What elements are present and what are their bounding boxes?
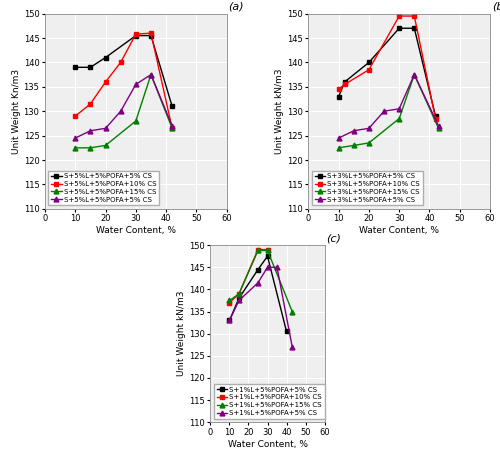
S+5%L+5%POFA+10% CS — [169, 126, 175, 131]
S+3%L+5%POFA+5% CS — [342, 79, 347, 84]
Legend: S+5%L+5%POFA+5% CS, S+5%L+5%POFA+10% CS, S+5%L+5%POFA+15% CS, S+5%L+5%POFA+5% CS: S+5%L+5%POFA+5% CS, S+5%L+5%POFA+10% CS,… — [48, 171, 159, 205]
Y-axis label: Unit Weight kN/m3: Unit Weight kN/m3 — [275, 69, 284, 154]
S+5%L+5%POFA+5% CS — [148, 33, 154, 38]
Legend: S+3%L+5%POFA+5% CS, S+3%L+5%POFA+10% CS, S+3%L+5%POFA+15% CS, S+3%L+5%POFA+5% CS: S+3%L+5%POFA+5% CS, S+3%L+5%POFA+10% CS,… — [312, 171, 422, 205]
S+5%L+5%POFA+5% CS — [102, 126, 108, 131]
S+1%L+5%POFA+5% CS — [274, 265, 280, 270]
Line: S+3%L+5%POFA+10% CS: S+3%L+5%POFA+10% CS — [336, 14, 438, 121]
S+5%L+5%POFA+5% CS — [133, 33, 139, 38]
S+5%L+5%POFA+15% CS — [148, 72, 154, 77]
S+3%L+5%POFA+5% CS — [412, 25, 418, 31]
S+5%L+5%POFA+5% CS — [102, 55, 108, 60]
S+5%L+5%POFA+5% CS — [118, 109, 124, 114]
S+1%L+5%POFA+15% CS — [236, 291, 242, 296]
S+3%L+5%POFA+5% CS — [396, 25, 402, 31]
S+1%L+5%POFA+5% CS — [255, 267, 261, 272]
Line: S+1%L+5%POFA+15% CS: S+1%L+5%POFA+15% CS — [227, 248, 294, 314]
S+3%L+5%POFA+15% CS — [412, 72, 418, 77]
S+3%L+5%POFA+5% CS — [396, 106, 402, 112]
Legend: S+1%L+5%POFA+5% CS, S+1%L+5%POFA+10% CS, S+1%L+5%POFA+15% CS, S+1%L+5%POFA+5% CS: S+1%L+5%POFA+5% CS, S+1%L+5%POFA+10% CS,… — [214, 384, 324, 419]
S+1%L+5%POFA+15% CS — [255, 248, 261, 253]
S+1%L+5%POFA+5% CS — [226, 318, 232, 323]
S+3%L+5%POFA+15% CS — [436, 126, 442, 131]
S+3%L+5%POFA+15% CS — [351, 143, 357, 148]
S+1%L+5%POFA+5% CS — [236, 296, 242, 301]
S+1%L+5%POFA+10% CS — [236, 291, 242, 296]
S+5%L+5%POFA+15% CS — [88, 145, 94, 151]
S+1%L+5%POFA+10% CS — [264, 247, 270, 252]
X-axis label: Water Content, %: Water Content, % — [228, 439, 308, 449]
S+3%L+5%POFA+15% CS — [336, 145, 342, 151]
Line: S+5%L+5%POFA+10% CS: S+5%L+5%POFA+10% CS — [73, 31, 174, 131]
S+3%L+5%POFA+10% CS — [432, 116, 438, 121]
Y-axis label: Unit Weight Kn/m3: Unit Weight Kn/m3 — [12, 69, 21, 154]
Line: S+5%L+5%POFA+5% CS: S+5%L+5%POFA+5% CS — [73, 33, 174, 109]
S+1%L+5%POFA+10% CS — [255, 247, 261, 252]
S+1%L+5%POFA+15% CS — [226, 298, 232, 303]
S+5%L+5%POFA+5% CS — [72, 135, 78, 141]
S+3%L+5%POFA+10% CS — [366, 67, 372, 73]
Y-axis label: Unit Weight kN/m3: Unit Weight kN/m3 — [177, 291, 186, 376]
S+3%L+5%POFA+5% CS — [336, 135, 342, 141]
S+5%L+5%POFA+5% CS — [169, 123, 175, 128]
Line: S+1%L+5%POFA+10% CS: S+1%L+5%POFA+10% CS — [227, 247, 270, 305]
S+1%L+5%POFA+15% CS — [289, 309, 295, 314]
Line: S+1%L+5%POFA+5% CS: S+1%L+5%POFA+5% CS — [227, 254, 289, 334]
S+5%L+5%POFA+10% CS — [118, 59, 124, 65]
S+5%L+5%POFA+15% CS — [169, 126, 175, 131]
S+5%L+5%POFA+15% CS — [102, 143, 108, 148]
S+5%L+5%POFA+15% CS — [72, 145, 78, 151]
S+3%L+5%POFA+5% CS — [381, 109, 387, 114]
S+1%L+5%POFA+5% CS — [264, 265, 270, 270]
Text: (b): (b) — [492, 2, 500, 12]
S+5%L+5%POFA+5% CS — [148, 72, 154, 77]
Line: S+5%L+5%POFA+15% CS: S+5%L+5%POFA+15% CS — [73, 72, 174, 150]
S+3%L+5%POFA+10% CS — [396, 13, 402, 19]
S+5%L+5%POFA+5% CS — [88, 64, 94, 70]
S+3%L+5%POFA+5% CS — [436, 123, 442, 128]
Line: S+3%L+5%POFA+5% CS: S+3%L+5%POFA+5% CS — [336, 72, 441, 140]
Text: (a): (a) — [228, 2, 244, 12]
S+5%L+5%POFA+15% CS — [133, 118, 139, 123]
S+3%L+5%POFA+15% CS — [366, 140, 372, 146]
Line: S+3%L+5%POFA+15% CS: S+3%L+5%POFA+15% CS — [336, 72, 441, 150]
S+1%L+5%POFA+10% CS — [226, 300, 232, 306]
S+5%L+5%POFA+5% CS — [133, 82, 139, 87]
S+1%L+5%POFA+5% CS — [226, 318, 232, 323]
Text: (c): (c) — [326, 233, 340, 243]
S+5%L+5%POFA+10% CS — [133, 31, 139, 37]
S+1%L+5%POFA+5% CS — [236, 298, 242, 303]
Line: S+5%L+5%POFA+5% CS: S+5%L+5%POFA+5% CS — [73, 72, 174, 140]
S+5%L+5%POFA+5% CS — [169, 104, 175, 109]
S+1%L+5%POFA+5% CS — [284, 329, 290, 334]
S+3%L+5%POFA+5% CS — [432, 114, 438, 119]
S+1%L+5%POFA+5% CS — [255, 280, 261, 286]
S+3%L+5%POFA+15% CS — [396, 116, 402, 121]
S+3%L+5%POFA+5% CS — [366, 59, 372, 65]
X-axis label: Water Content, %: Water Content, % — [96, 226, 176, 235]
X-axis label: Water Content, %: Water Content, % — [359, 226, 439, 235]
S+3%L+5%POFA+10% CS — [412, 13, 418, 19]
S+1%L+5%POFA+5% CS — [289, 344, 295, 350]
Line: S+1%L+5%POFA+5% CS: S+1%L+5%POFA+5% CS — [227, 265, 294, 350]
S+3%L+5%POFA+10% CS — [342, 82, 347, 87]
Line: S+3%L+5%POFA+5% CS: S+3%L+5%POFA+5% CS — [336, 26, 438, 118]
S+1%L+5%POFA+15% CS — [264, 248, 270, 253]
S+5%L+5%POFA+10% CS — [88, 101, 94, 107]
S+3%L+5%POFA+10% CS — [336, 87, 342, 92]
S+3%L+5%POFA+5% CS — [336, 94, 342, 99]
S+3%L+5%POFA+5% CS — [366, 126, 372, 131]
S+5%L+5%POFA+5% CS — [88, 128, 94, 133]
S+5%L+5%POFA+5% CS — [72, 64, 78, 70]
S+5%L+5%POFA+10% CS — [72, 114, 78, 119]
S+5%L+5%POFA+10% CS — [148, 30, 154, 36]
S+3%L+5%POFA+5% CS — [412, 72, 418, 77]
S+3%L+5%POFA+5% CS — [351, 128, 357, 133]
S+5%L+5%POFA+10% CS — [102, 79, 108, 84]
S+1%L+5%POFA+5% CS — [264, 253, 270, 259]
